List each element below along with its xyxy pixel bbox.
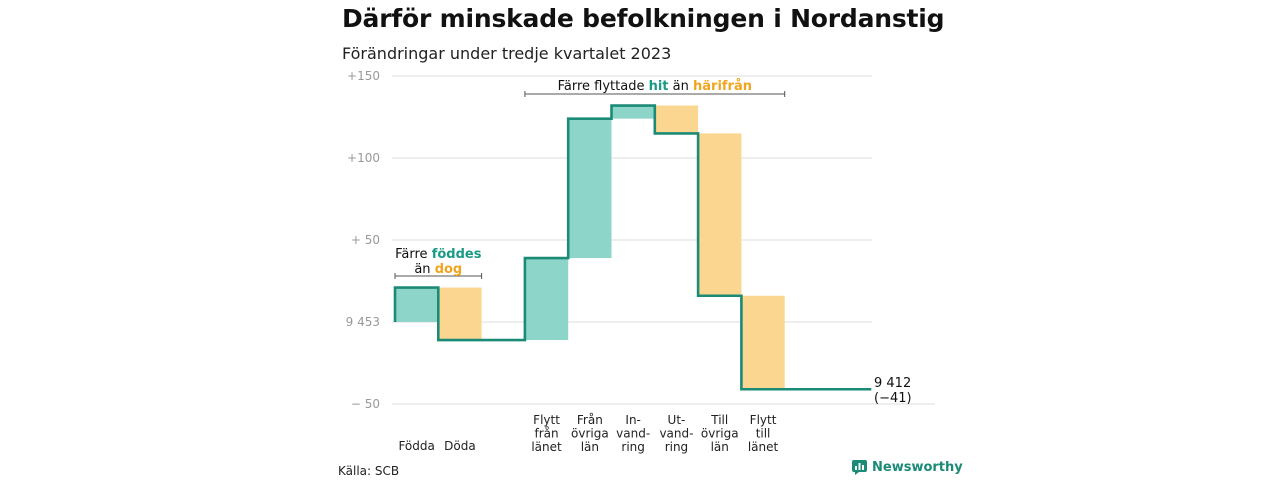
- x-tick-label: Från: [577, 413, 603, 427]
- x-tick-label: Ut-: [668, 413, 686, 427]
- x-tick-label: från: [534, 427, 558, 441]
- bar: [524, 258, 569, 341]
- x-tick-label: till: [756, 427, 771, 441]
- brand-logo: Newsworthy: [852, 460, 963, 475]
- chart-title: Därför minskade befolkningen i Nordansti…: [342, 4, 945, 33]
- x-tick-label: länet: [748, 440, 779, 454]
- y-tick-label: − 50: [351, 397, 380, 411]
- annotation-segment: Färre: [395, 247, 432, 262]
- x-tick-label: Födda: [398, 439, 434, 453]
- bar: [654, 105, 699, 134]
- x-tick-labels: Födda DödaFlyttfrånlänetFrånövrigalänIn-v…: [398, 413, 778, 454]
- x-tick-label: ring: [621, 440, 645, 454]
- annotation-segment: föddes: [432, 247, 482, 262]
- x-tick-label: Döda: [444, 439, 476, 453]
- brand-name: Newsworthy: [872, 460, 963, 475]
- x-tick-label: län: [711, 440, 729, 454]
- x-tick-label: övriga: [701, 427, 739, 441]
- end-value-label-line: (−41): [874, 391, 912, 406]
- bar: [611, 105, 655, 119]
- end-value-label-line: 9 412: [874, 376, 911, 391]
- x-tick-label: vand-: [659, 427, 693, 441]
- bar: [438, 287, 482, 341]
- annotation-text: Färre föddes: [395, 247, 482, 262]
- x-tick-label: övriga: [571, 427, 609, 441]
- annotation-segment: än: [414, 262, 434, 277]
- annotation-text: Färre flyttade hit än härifrån: [558, 79, 752, 94]
- chart-subtitle: Förändringar under tredje kvartalet 2023: [342, 44, 672, 63]
- x-tick-label: ring: [665, 440, 689, 454]
- x-tick-label: Flytt: [533, 413, 560, 427]
- y-tick-label: +150: [347, 69, 380, 83]
- annotation-segment: hit: [649, 79, 669, 94]
- y-tick-label: 9 453: [346, 315, 380, 329]
- x-tick-label: länet: [531, 440, 562, 454]
- x-tick-label: vand-: [616, 427, 650, 441]
- bar: [698, 133, 742, 296]
- annotation-text: än dog: [414, 262, 462, 277]
- step-line: [393, 104, 872, 391]
- bar: [741, 295, 785, 390]
- y-tick-label: +100: [347, 151, 380, 165]
- bar: [568, 118, 612, 259]
- y-tick-label: + 50: [351, 233, 380, 247]
- bar: [395, 287, 439, 322]
- annotation-segment: härifrån: [693, 79, 752, 94]
- x-tick-label: Flytt: [750, 413, 777, 427]
- annotation-segment: dog: [435, 262, 463, 277]
- step-line: [393, 104, 872, 391]
- annotation-segment: Färre flyttade: [558, 79, 649, 94]
- bars: [395, 105, 785, 390]
- source-note: Källa: SCB: [338, 464, 400, 478]
- bar-chart-icon: [852, 460, 867, 475]
- end-value-label: 9 412(−41): [874, 376, 912, 406]
- y-tick-labels: +150 +100 + 50 9 453 − 50: [346, 69, 380, 411]
- x-tick-label: In-: [625, 413, 640, 427]
- annotation-segment: än: [669, 79, 693, 94]
- x-tick-label: län: [581, 440, 599, 454]
- x-tick-label: Till: [710, 413, 728, 427]
